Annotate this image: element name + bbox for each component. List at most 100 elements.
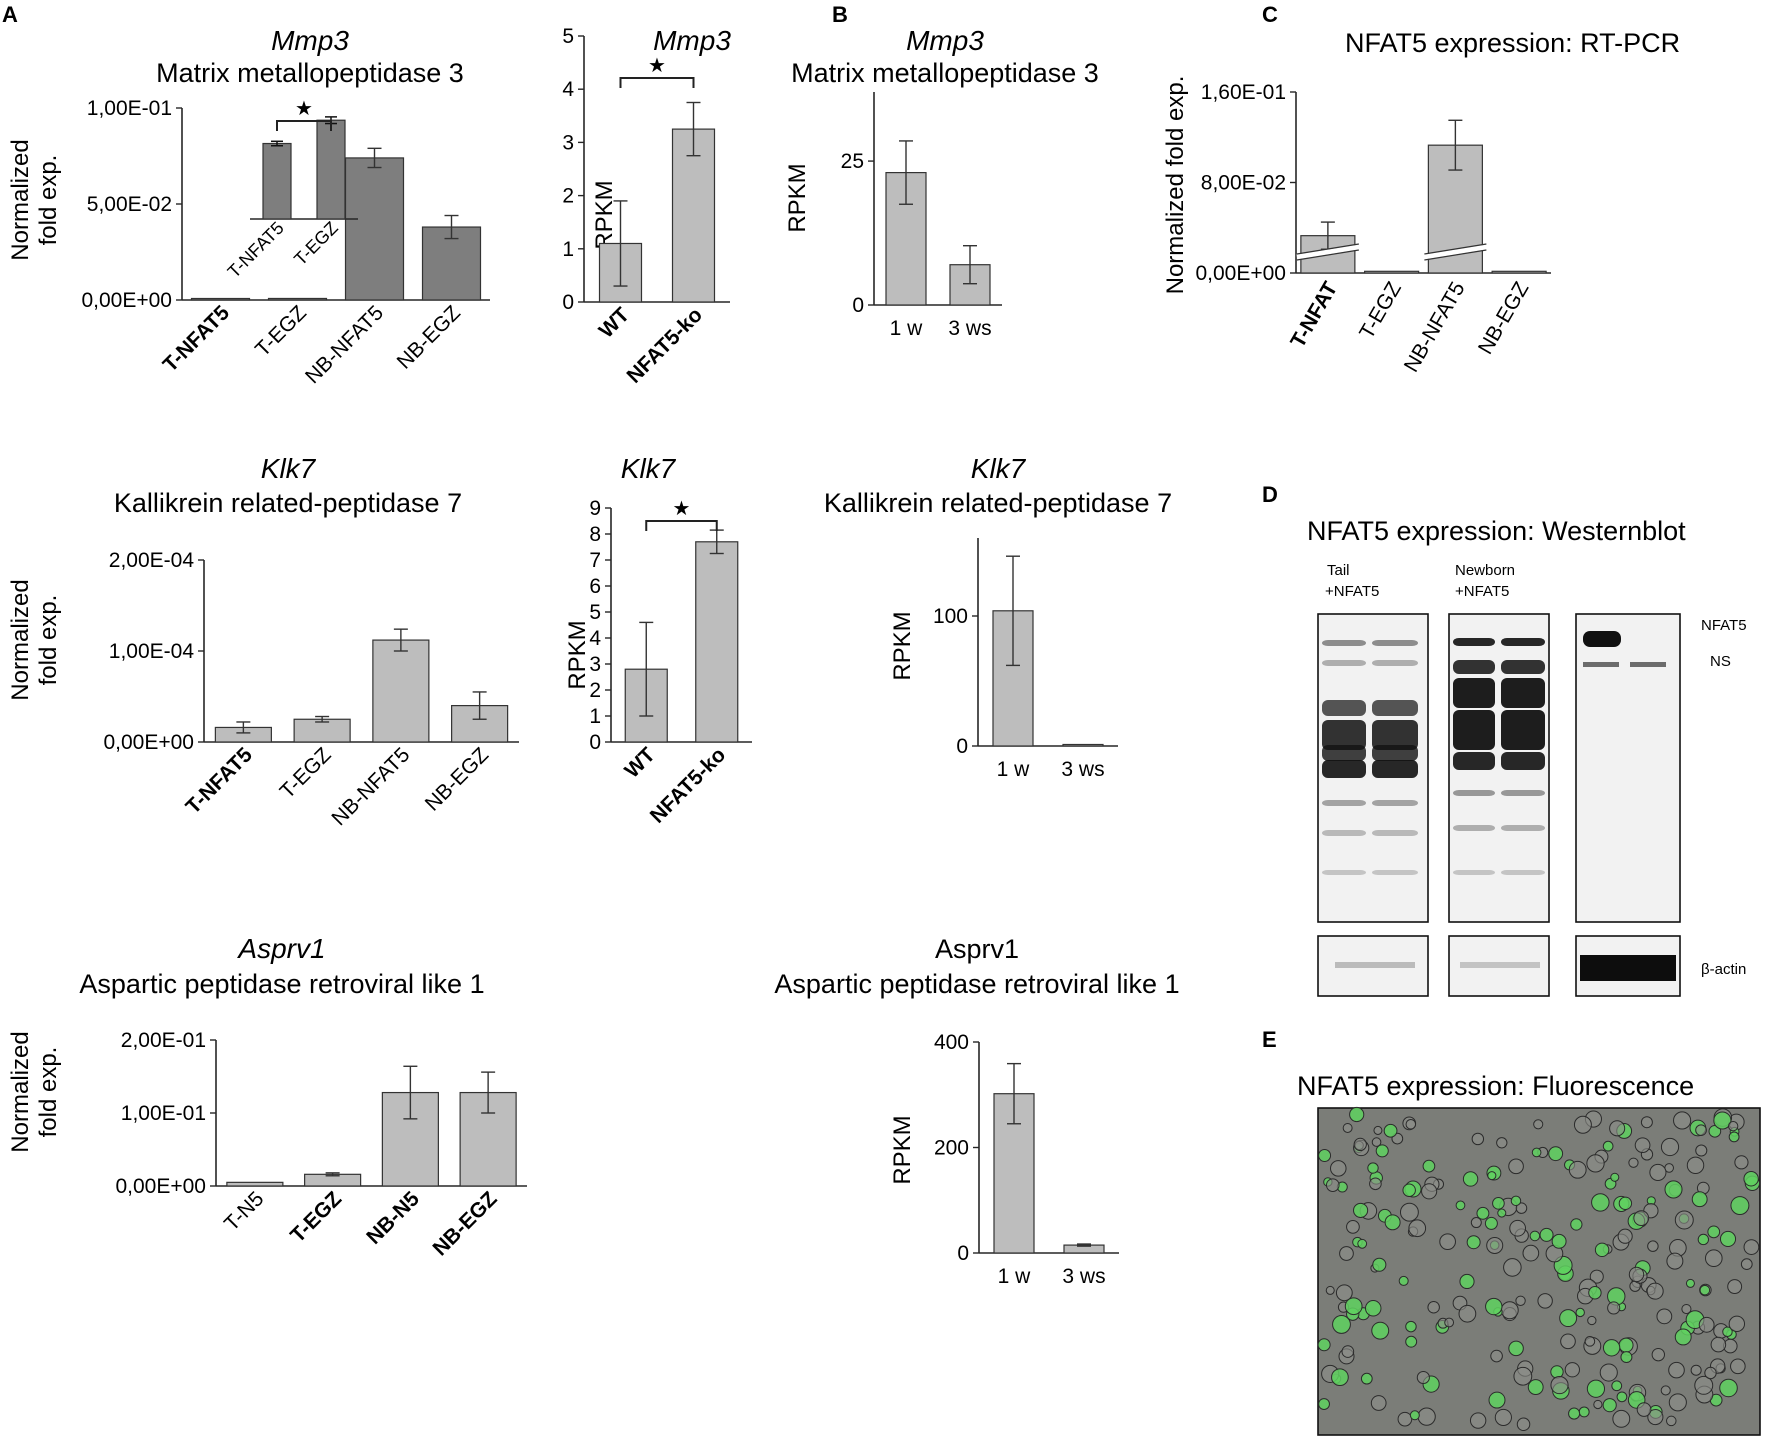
gfp-positive-cell	[1367, 1162, 1379, 1174]
panel-letter-b: B	[832, 2, 848, 27]
chart-gene-label: Mmp3	[906, 25, 984, 56]
y-tick-label: 400	[934, 1031, 969, 1054]
panel-e-title: NFAT5 expression: Fluorescence	[1297, 1071, 1694, 1101]
gfp-positive-cell	[1371, 1321, 1390, 1340]
gfp-positive-cell	[1353, 1202, 1369, 1218]
y-tick-label: 100	[933, 605, 968, 628]
cell	[1656, 1308, 1673, 1325]
cell	[1633, 1210, 1650, 1227]
gfp-positive-cell	[1405, 1320, 1417, 1333]
axis-break-gap	[1423, 244, 1487, 260]
cell	[1586, 1154, 1605, 1173]
y-axis-label: fold exp.	[35, 155, 62, 246]
blot-lane-smear	[1322, 800, 1366, 806]
x-tick-label: NB-N5	[362, 1187, 424, 1249]
x-tick-label: 1 w	[997, 758, 1031, 781]
blot-lane-smear	[1453, 710, 1495, 750]
gfp-positive-cell	[1719, 1378, 1738, 1398]
blot-lane-smear	[1501, 660, 1545, 674]
gfp-positive-cell	[1492, 1197, 1505, 1210]
cell	[1508, 1158, 1524, 1175]
x-tick-label: NB-NFAT5	[1400, 278, 1470, 376]
y-tick-label: 0,00E+00	[103, 731, 194, 754]
y-tick-label: 0	[957, 1242, 969, 1265]
gfp-positive-cell	[1422, 1159, 1436, 1173]
x-tick-label: NB-NFAT5	[301, 301, 388, 388]
chart-title: Aspartic peptidase retroviral like 1	[774, 969, 1179, 999]
gfp-positive-cell	[1618, 1196, 1633, 1211]
gfp-positive-cell	[1508, 1340, 1524, 1357]
y-axis-label: RPKM	[889, 1115, 916, 1184]
chart-title: Kallikrein related-peptidase 7	[114, 488, 462, 518]
cell	[1371, 1137, 1382, 1147]
x-tick-label: NB-EGZ	[421, 743, 493, 815]
gfp-positive-cell	[1602, 1398, 1617, 1413]
blot-lane-smear	[1453, 638, 1495, 646]
y-tick-label: 5,00E-02	[87, 193, 172, 216]
cell	[1743, 1239, 1760, 1255]
x-tick-label: T-NFAT5	[159, 301, 235, 377]
actin-band	[1580, 955, 1676, 981]
bar	[695, 541, 739, 743]
y-tick-label: 6	[589, 575, 601, 598]
cell	[1640, 1116, 1653, 1129]
gfp-positive-cell	[1357, 1238, 1368, 1249]
bar	[226, 1181, 284, 1187]
gfp-positive-cell	[1620, 1351, 1633, 1364]
nfat5-band	[1583, 631, 1621, 647]
cell	[1666, 1252, 1684, 1270]
gfp-positive-cell	[1510, 1195, 1522, 1207]
y-tick-label: 1,00E-01	[87, 97, 172, 120]
inset-bar	[262, 142, 292, 220]
cell	[1353, 1137, 1367, 1152]
gfp-positive-cell	[1548, 1146, 1564, 1162]
cell	[1515, 1202, 1528, 1214]
blot-lane-smear	[1372, 660, 1418, 666]
y-axis-label: Normalized	[7, 579, 34, 700]
gfp-positive-cell	[1527, 1379, 1544, 1396]
y-axis-label: Normalized	[7, 139, 34, 260]
x-tick-label: 1 w	[998, 1265, 1032, 1288]
bar	[1364, 270, 1420, 274]
cell	[1740, 1258, 1753, 1271]
cell	[1728, 1315, 1746, 1333]
y-tick-label: 1,00E-04	[109, 640, 195, 663]
cell	[1486, 1236, 1504, 1254]
x-tick-label: 3 ws	[948, 317, 991, 340]
cell	[1710, 1336, 1727, 1353]
panel-letter-c: C	[1262, 2, 1278, 27]
actin-band	[1460, 962, 1540, 968]
bar	[344, 157, 405, 301]
blot-lane-smear	[1501, 790, 1545, 796]
x-tick-label: NB-EGZ	[1474, 278, 1534, 358]
gfp-positive-cell	[1384, 1214, 1401, 1231]
gfp-positive-cell	[1317, 1338, 1331, 1352]
cell	[1609, 1120, 1626, 1137]
blot-lane-smear	[1372, 830, 1418, 836]
blot-lane-smear	[1372, 800, 1418, 806]
cell	[1470, 1217, 1482, 1229]
cell	[1681, 1303, 1692, 1315]
gfp-positive-cell	[1551, 1233, 1567, 1249]
gfp-positive-cell	[1616, 1391, 1628, 1403]
cell	[1469, 1412, 1487, 1429]
cell	[1593, 1399, 1603, 1410]
cell	[1471, 1132, 1485, 1146]
gfp-positive-cell	[1497, 1208, 1507, 1218]
gfp-positive-cell	[1719, 1230, 1737, 1248]
cell	[1649, 1163, 1667, 1181]
actin-membrane-newborn	[1448, 935, 1550, 997]
cell	[1369, 1177, 1382, 1191]
y-tick-label: 5	[562, 25, 574, 48]
inset-bar	[316, 119, 346, 220]
blot-lane-smear	[1322, 745, 1366, 761]
blot-lane-smear	[1453, 790, 1495, 796]
cell	[1612, 1409, 1631, 1428]
cell	[1674, 1210, 1694, 1230]
gfp-positive-cell	[1722, 1326, 1733, 1338]
y-axis-label: RPKM	[564, 620, 591, 689]
chart-B_asprv1_rpkm: Asprv1 Aspartic peptidase retroviral like…	[774, 934, 1179, 1288]
cell	[1417, 1407, 1436, 1426]
